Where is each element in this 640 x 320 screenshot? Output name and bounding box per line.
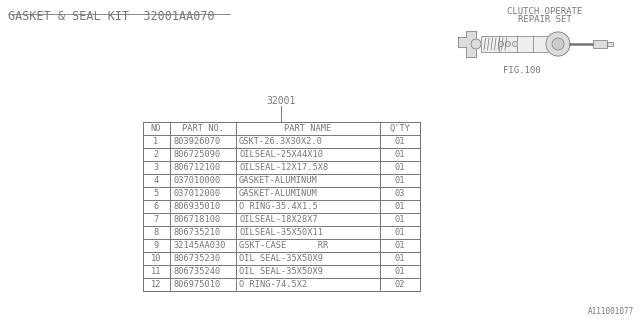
Circle shape [546,32,570,56]
Text: 2: 2 [154,150,159,159]
Circle shape [513,42,518,46]
Text: 806735230: 806735230 [173,254,220,263]
Text: GASKET & SEAL KIT  32001AA070: GASKET & SEAL KIT 32001AA070 [8,10,214,23]
Text: OIL SEAL-35X50X9: OIL SEAL-35X50X9 [239,254,323,263]
Text: 4: 4 [154,176,159,185]
Text: Q'TY: Q'TY [390,124,410,133]
Text: GASKET-ALUMINUM: GASKET-ALUMINUM [239,189,317,198]
Text: OILSEAL-12X17.5X8: OILSEAL-12X17.5X8 [239,163,328,172]
Text: GSKT-CASE      RR: GSKT-CASE RR [239,241,328,250]
Text: 01: 01 [395,228,405,237]
Text: 806735240: 806735240 [173,267,220,276]
Circle shape [471,39,481,49]
Text: 806718100: 806718100 [173,215,220,224]
Text: 01: 01 [395,150,405,159]
Text: 01: 01 [395,241,405,250]
Text: 806725090: 806725090 [173,150,220,159]
Text: 01: 01 [395,137,405,146]
Bar [593,40,607,48]
Text: REPAIR SET: REPAIR SET [518,15,572,24]
Text: 10: 10 [151,254,161,263]
Text: 806712100: 806712100 [173,163,220,172]
Circle shape [552,38,564,50]
Text: CLUTCH OPERATE: CLUTCH OPERATE [508,7,582,16]
Text: 1: 1 [154,137,159,146]
Text: O RING-74.5X2: O RING-74.5X2 [239,280,307,289]
Text: PART NAME: PART NAME [284,124,332,133]
Text: 01: 01 [395,202,405,211]
Text: 806935010: 806935010 [173,202,220,211]
Text: PART NO.: PART NO. [182,124,224,133]
Text: 7: 7 [154,215,159,224]
Text: 32145AA030: 32145AA030 [173,241,225,250]
Text: O RING-35.4X1.5: O RING-35.4X1.5 [239,202,317,211]
Bar [481,36,553,52]
Circle shape [499,42,504,46]
Text: 01: 01 [395,215,405,224]
Text: GSKT-26.3X30X2.0: GSKT-26.3X30X2.0 [239,137,323,146]
Polygon shape [458,31,476,57]
Text: 01: 01 [395,254,405,263]
Text: NO: NO [151,124,161,133]
Text: OILSEAL-18X28X7: OILSEAL-18X28X7 [239,215,317,224]
Text: 32001: 32001 [266,96,296,106]
Text: 6: 6 [154,202,159,211]
Text: 01: 01 [395,163,405,172]
Text: 9: 9 [154,241,159,250]
Bar [143,122,420,291]
Text: 02: 02 [395,280,405,289]
Text: 01: 01 [395,267,405,276]
Text: OILSEAL-25X44X10: OILSEAL-25X44X10 [239,150,323,159]
Bar [607,42,613,46]
Text: 806735210: 806735210 [173,228,220,237]
Text: 12: 12 [151,280,161,289]
Text: OIL SEAL-35X50X9: OIL SEAL-35X50X9 [239,267,323,276]
Text: 11: 11 [151,267,161,276]
Text: 806975010: 806975010 [173,280,220,289]
Text: 037012000: 037012000 [173,189,220,198]
Text: A111001077: A111001077 [588,307,634,316]
Text: 01: 01 [395,176,405,185]
Text: 037010000: 037010000 [173,176,220,185]
Circle shape [506,42,511,46]
Text: 8: 8 [154,228,159,237]
Text: FIG.100: FIG.100 [503,66,541,75]
Text: 3: 3 [154,163,159,172]
Text: OILSEAL-35X50X11: OILSEAL-35X50X11 [239,228,323,237]
Text: GASKET-ALUMINUM: GASKET-ALUMINUM [239,176,317,185]
Text: 803926070: 803926070 [173,137,220,146]
Text: 03: 03 [395,189,405,198]
Text: 5: 5 [154,189,159,198]
